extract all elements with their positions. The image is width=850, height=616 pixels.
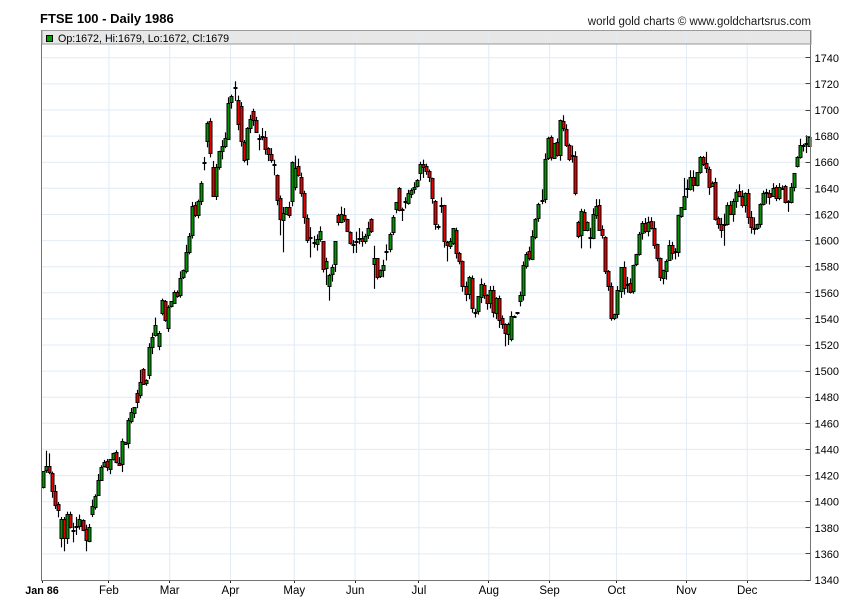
svg-text:1620: 1620 — [815, 210, 839, 222]
svg-text:May: May — [283, 585, 305, 597]
svg-text:1700: 1700 — [815, 105, 839, 117]
svg-text:1500: 1500 — [815, 366, 839, 378]
svg-text:1400: 1400 — [815, 497, 839, 509]
svg-text:world gold charts © www.goldch: world gold charts © www.goldchartsrus.co… — [587, 16, 811, 28]
svg-text:Oct: Oct — [608, 585, 627, 597]
svg-text:Aug: Aug — [479, 585, 499, 597]
svg-text:Sep: Sep — [539, 585, 559, 597]
svg-text:1660: 1660 — [815, 157, 839, 169]
svg-text:Nov: Nov — [676, 585, 697, 597]
svg-text:1520: 1520 — [815, 340, 839, 352]
svg-text:Dec: Dec — [737, 585, 758, 597]
svg-text:1440: 1440 — [815, 444, 839, 456]
svg-text:1740: 1740 — [815, 53, 839, 65]
svg-text:1480: 1480 — [815, 392, 839, 404]
svg-text:Op:1672, Hi:1679, Lo:1672, Cl:: Op:1672, Hi:1679, Lo:1672, Cl:1679 — [58, 33, 229, 45]
svg-text:1560: 1560 — [815, 288, 839, 300]
svg-text:1540: 1540 — [815, 314, 839, 326]
svg-text:1360: 1360 — [815, 549, 839, 561]
svg-text:Feb: Feb — [99, 585, 119, 597]
svg-text:Jul: Jul — [412, 585, 427, 597]
svg-text:Mar: Mar — [160, 585, 180, 597]
svg-text:1600: 1600 — [815, 236, 839, 248]
svg-text:1420: 1420 — [815, 471, 839, 483]
svg-text:Apr: Apr — [222, 585, 240, 597]
svg-text:1380: 1380 — [815, 523, 839, 535]
svg-text:1460: 1460 — [815, 418, 839, 430]
svg-text:Jan 86: Jan 86 — [25, 585, 59, 597]
svg-text:1340: 1340 — [815, 575, 839, 587]
svg-text:FTSE 100 - Daily 1986: FTSE 100 - Daily 1986 — [40, 11, 174, 26]
svg-text:1720: 1720 — [815, 79, 839, 91]
svg-text:Jun: Jun — [346, 585, 365, 597]
svg-text:1580: 1580 — [815, 262, 839, 274]
svg-text:1640: 1640 — [815, 183, 839, 195]
svg-text:1680: 1680 — [815, 131, 839, 143]
